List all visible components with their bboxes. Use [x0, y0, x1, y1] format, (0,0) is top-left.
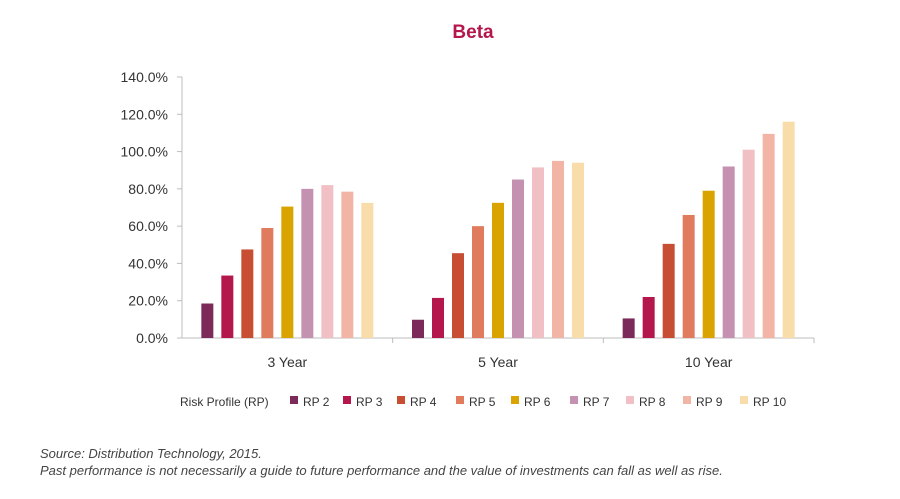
legend-swatch: [570, 396, 578, 404]
bar-rp-2: [412, 319, 424, 338]
legend-title: Risk Profile (RP): [180, 395, 269, 409]
bar-rp-2: [622, 318, 635, 338]
bar-rp-10: [782, 121, 795, 338]
bar-rp-5: [682, 214, 695, 338]
legend-swatch: [511, 396, 519, 404]
x-category-label: 3 Year: [267, 354, 307, 370]
bar-rp-3: [432, 297, 444, 338]
bar-rp-6: [492, 202, 504, 338]
bar-rp-7: [722, 166, 735, 338]
legend-label: RP 4: [410, 395, 437, 409]
y-tick-label: 120.0%: [121, 106, 168, 122]
legend-label: RP 10: [753, 395, 786, 409]
legend-label: RP 2: [303, 395, 330, 409]
x-category-label: 10 Year: [685, 354, 733, 370]
bar-rp-8: [742, 149, 755, 338]
legend-label: RP 6: [524, 395, 551, 409]
legend-swatch: [626, 396, 634, 404]
legend-swatch: [343, 396, 351, 404]
bar-rp-4: [241, 249, 254, 338]
y-tick-label: 60.0%: [128, 218, 168, 234]
legend-label: RP 5: [469, 395, 496, 409]
y-tick-label: 100.0%: [121, 144, 168, 160]
y-tick-label: 40.0%: [128, 255, 168, 271]
bar-rp-10: [572, 162, 584, 338]
bar-rp-9: [552, 160, 564, 338]
x-category-label: 5 Year: [478, 354, 518, 370]
bar-rp-8: [321, 185, 334, 338]
bar-rp-2: [201, 303, 214, 338]
disclaimer-footnote: Past performance is not necessarily a gu…: [40, 463, 723, 478]
bar-rp-9: [762, 133, 775, 338]
y-tick-label: 20.0%: [128, 293, 168, 309]
source-footnote: Source: Distribution Technology, 2015.: [40, 446, 262, 461]
bar-rp-3: [221, 275, 234, 338]
legend-label: RP 7: [583, 395, 610, 409]
legend-swatch: [740, 396, 748, 404]
bar-rp-8: [532, 167, 544, 338]
chart-axes: 0.0% 20.0% 40.0% 60.0% 80.0% 100.0% 120.0% 140.…: [121, 69, 815, 370]
legend-swatch: [290, 396, 298, 404]
chart-bars: [201, 121, 795, 338]
legend-swatch: [397, 396, 405, 404]
y-tick-label: 0.0%: [136, 330, 168, 346]
bar-rp-10: [361, 202, 374, 338]
bar-rp-6: [702, 190, 715, 338]
legend-label: RP 8: [639, 395, 666, 409]
bar-rp-7: [301, 188, 314, 338]
chart-title: Beta: [452, 22, 494, 43]
bar-rp-9: [341, 191, 354, 338]
bar-rp-7: [512, 179, 524, 338]
beta-chart: Beta 0.0% 20.0% 40.0% 60.0% 80.0% 100.0% 120.0…: [121, 22, 815, 409]
chart-legend: Risk Profile (RP) RP 2 RP 3 RP 4 RP 5 RP 6 RP…: [180, 395, 786, 409]
bar-rp-4: [662, 243, 675, 338]
legend-swatch: [456, 396, 464, 404]
y-tick-label: 80.0%: [128, 181, 168, 197]
y-tick-label: 140.0%: [121, 69, 168, 85]
bar-rp-3: [642, 296, 655, 338]
legend-label: RP 9: [696, 395, 723, 409]
legend-label: RP 3: [356, 395, 383, 409]
bar-rp-4: [452, 253, 464, 338]
bar-rp-5: [472, 226, 484, 338]
legend-swatch: [683, 396, 691, 404]
bar-rp-6: [281, 206, 294, 338]
bar-rp-5: [261, 228, 274, 338]
